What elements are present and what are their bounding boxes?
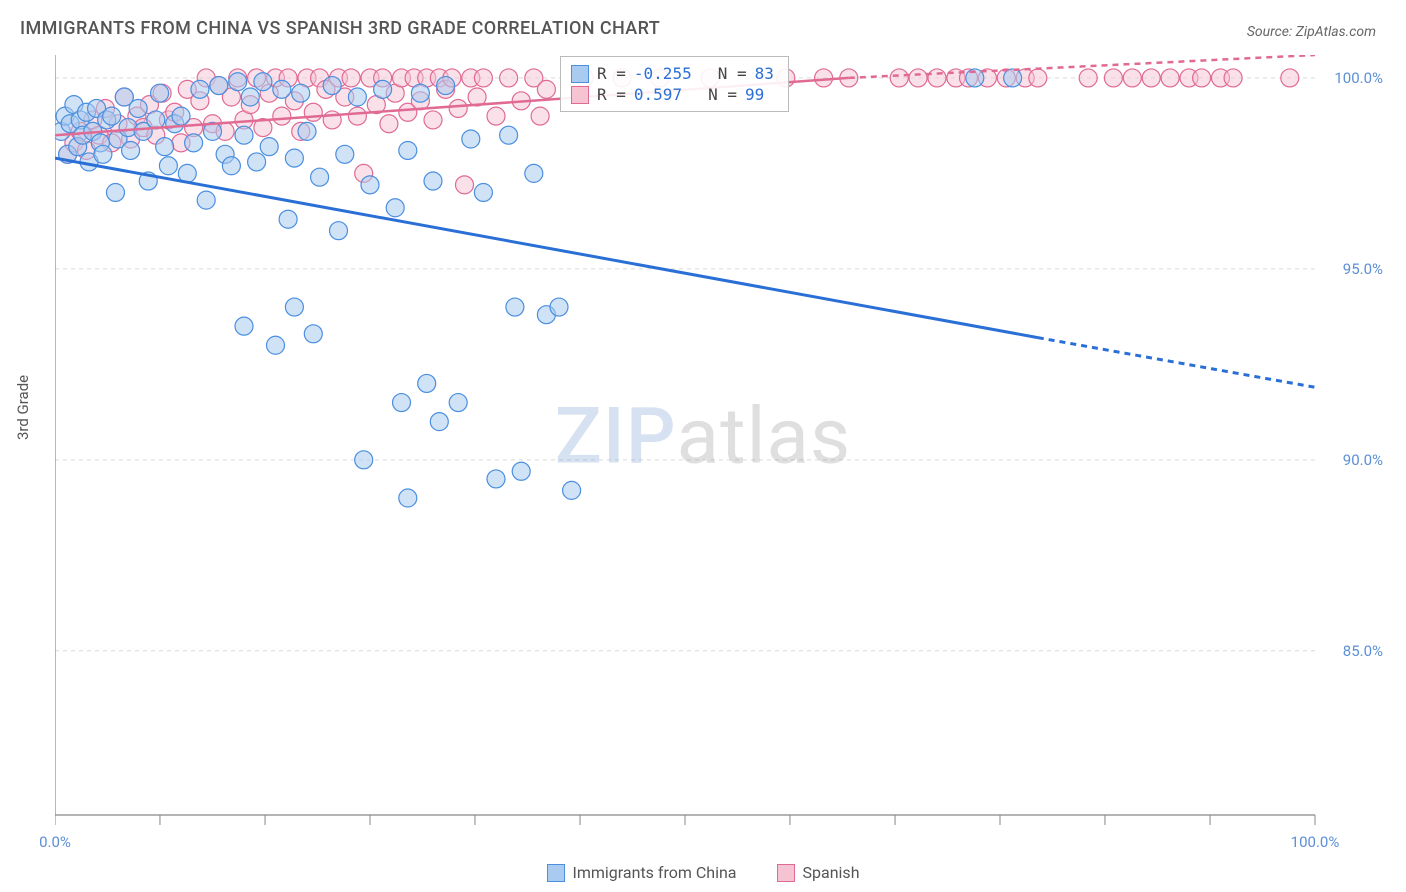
source-label: Source: ZipAtlas.com	[1247, 24, 1376, 40]
y-axis-label: 3rd Grade	[14, 375, 32, 440]
n-label: N =	[708, 85, 737, 104]
stats-legend-row: R = -0.255 N = 83	[571, 64, 774, 83]
legend-label: Spanish	[803, 863, 860, 882]
legend-item: Spanish	[777, 863, 860, 882]
r-label: R =	[597, 85, 626, 104]
y-tick-label: 85.0%	[1343, 642, 1383, 660]
plot-area	[55, 55, 1345, 835]
legend-swatch	[571, 65, 589, 83]
legend-swatch	[547, 864, 565, 882]
r-value: 0.597	[634, 85, 682, 104]
n-value: 83	[755, 64, 774, 83]
chart-title: IMMIGRANTS FROM CHINA VS SPANISH 3RD GRA…	[20, 18, 660, 39]
x-tick-label: 100.0%	[1291, 833, 1340, 851]
r-value: -0.255	[634, 64, 692, 83]
stats-legend: R = -0.255 N = 83 R = 0.597 N = 99	[560, 56, 789, 112]
y-tick-label: 95.0%	[1343, 260, 1383, 278]
legend-label: Immigrants from China	[573, 863, 737, 882]
stats-legend-row: R = 0.597 N = 99	[571, 85, 774, 104]
n-value: 99	[745, 85, 764, 104]
series-legend: Immigrants from China Spanish	[0, 863, 1406, 882]
y-tick-label: 100.0%	[1334, 69, 1383, 87]
legend-item: Immigrants from China	[547, 863, 737, 882]
n-label: N =	[718, 64, 747, 83]
legend-swatch	[571, 86, 589, 104]
y-tick-label: 90.0%	[1343, 451, 1383, 469]
legend-swatch	[777, 864, 795, 882]
scatter-chart-svg	[55, 55, 1345, 835]
r-label: R =	[597, 64, 626, 83]
x-tick-label: 0.0%	[39, 833, 71, 851]
